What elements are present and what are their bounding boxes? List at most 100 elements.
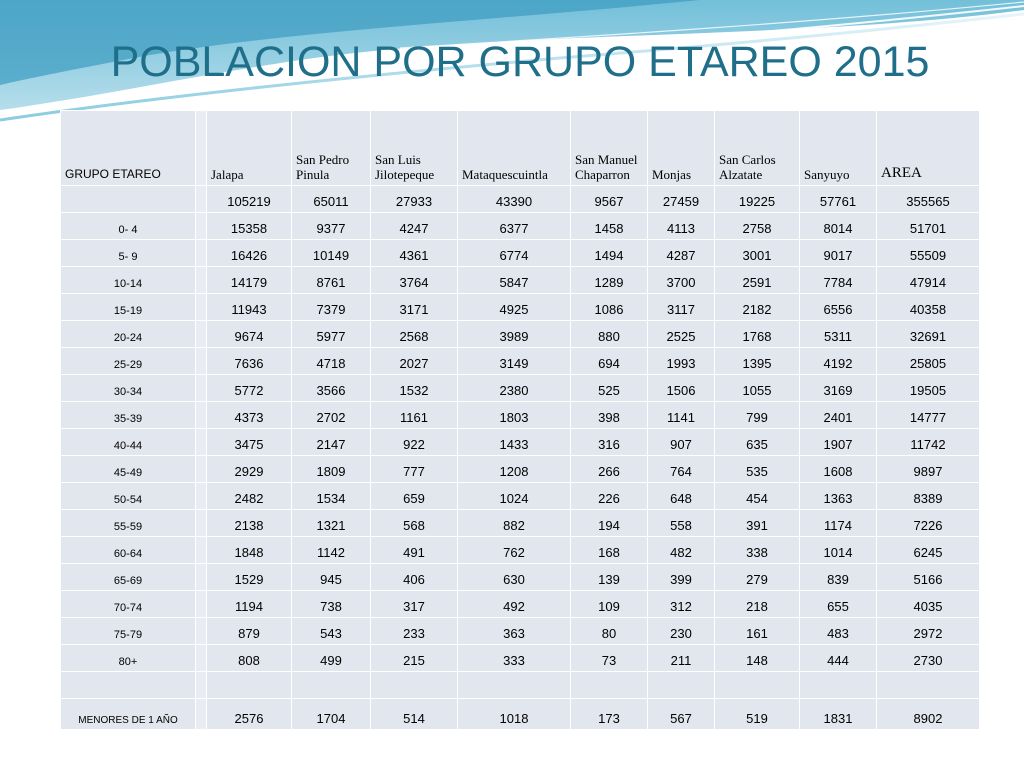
age-group-label: 55-59	[61, 510, 195, 536]
value-cell: 882	[458, 510, 570, 536]
table-row: 30-34 5772 3566 1532 2380 525 1506 1055 3169 1950…	[61, 375, 979, 401]
table-row: 35-39 4373 2702 1161 1803 398 1141 799 2401 14777	[61, 402, 979, 428]
table-row: 5- 9 16426 10149 4361 6774 1494 4287 3001 9017 55…	[61, 240, 979, 266]
value-cell: 1142	[292, 537, 370, 563]
value-cell: 2576	[207, 699, 291, 729]
column-gap	[196, 186, 206, 212]
value-cell: 2702	[292, 402, 370, 428]
value-cell: 2591	[715, 267, 799, 293]
value-cell: 799	[715, 402, 799, 428]
value-cell: 1174	[800, 510, 876, 536]
value-cell: 148	[715, 645, 799, 671]
value-cell: 391	[715, 510, 799, 536]
value-cell: 14777	[877, 402, 979, 428]
value-cell: 1055	[715, 375, 799, 401]
value-cell	[292, 672, 370, 698]
value-cell: 173	[571, 699, 647, 729]
value-cell: 1993	[648, 348, 714, 374]
value-cell: 16426	[207, 240, 291, 266]
value-cell: 499	[292, 645, 370, 671]
value-cell: 1208	[458, 456, 570, 482]
value-cell	[571, 672, 647, 698]
value-cell	[648, 672, 714, 698]
value-cell: 6774	[458, 240, 570, 266]
value-cell: 1363	[800, 483, 876, 509]
value-cell: 233	[371, 618, 457, 644]
empty-row	[61, 672, 979, 698]
value-cell: 2138	[207, 510, 291, 536]
table-row: 40-44 3475 2147 922 1433 316 907 635 1907 11742	[61, 429, 979, 455]
value-cell: 168	[571, 537, 647, 563]
table-row: 50-54 2482 1534 659 1024 226 648 454 1363 8389	[61, 483, 979, 509]
value-cell: 218	[715, 591, 799, 617]
header-mataquescuintla: Mataquescuintla	[458, 111, 570, 185]
value-cell: 398	[571, 402, 647, 428]
value-cell: 454	[715, 483, 799, 509]
value-cell: 4113	[648, 213, 714, 239]
column-gap	[196, 618, 206, 644]
value-cell: 19505	[877, 375, 979, 401]
value-cell: 4361	[371, 240, 457, 266]
value-cell: 40358	[877, 294, 979, 320]
value-cell: 880	[571, 321, 647, 347]
value-cell: 363	[458, 618, 570, 644]
value-cell: 4373	[207, 402, 291, 428]
value-cell: 4718	[292, 348, 370, 374]
value-cell: 316	[571, 429, 647, 455]
value-cell: 2182	[715, 294, 799, 320]
value-cell: 15358	[207, 213, 291, 239]
value-cell: 8014	[800, 213, 876, 239]
value-cell: 1529	[207, 564, 291, 590]
value-cell: 879	[207, 618, 291, 644]
value-cell: 444	[800, 645, 876, 671]
value-cell: 338	[715, 537, 799, 563]
value-cell: 5977	[292, 321, 370, 347]
age-group-label: 60-64	[61, 537, 195, 563]
value-cell: 1534	[292, 483, 370, 509]
value-cell: 482	[648, 537, 714, 563]
age-group-label: 65-69	[61, 564, 195, 590]
population-table-container: GRUPO ETAREO Jalapa San Pedro Pinula San…	[60, 110, 980, 730]
value-cell: 777	[371, 456, 457, 482]
age-group-label: 45-49	[61, 456, 195, 482]
value-cell: 1086	[571, 294, 647, 320]
value-cell: 1768	[715, 321, 799, 347]
value-cell: 525	[571, 375, 647, 401]
column-gap	[196, 240, 206, 266]
age-group-label: 70-74	[61, 591, 195, 617]
column-gap	[196, 294, 206, 320]
column-gap	[196, 348, 206, 374]
value-cell: 27933	[371, 186, 457, 212]
value-cell: 2568	[371, 321, 457, 347]
value-cell: 7226	[877, 510, 979, 536]
column-gap	[196, 456, 206, 482]
value-cell: 3566	[292, 375, 370, 401]
age-group-label	[61, 186, 195, 212]
header-san-luis-jilotepeque: San Luis Jilotepeque	[371, 111, 457, 185]
value-cell: 567	[648, 699, 714, 729]
age-group-label: MENORES DE 1 AÑO	[61, 699, 195, 729]
header-wave-decoration	[0, 0, 1024, 122]
value-cell: 922	[371, 429, 457, 455]
value-cell: 2525	[648, 321, 714, 347]
value-cell: 738	[292, 591, 370, 617]
value-cell: 47914	[877, 267, 979, 293]
value-cell: 11943	[207, 294, 291, 320]
value-cell: 11742	[877, 429, 979, 455]
value-cell: 1014	[800, 537, 876, 563]
value-cell: 5311	[800, 321, 876, 347]
value-cell	[800, 672, 876, 698]
column-gap	[196, 537, 206, 563]
value-cell: 648	[648, 483, 714, 509]
value-cell: 1289	[571, 267, 647, 293]
value-cell: 1433	[458, 429, 570, 455]
value-cell: 1018	[458, 699, 570, 729]
value-cell: 3475	[207, 429, 291, 455]
value-cell: 568	[371, 510, 457, 536]
value-cell: 655	[800, 591, 876, 617]
value-cell: 2929	[207, 456, 291, 482]
value-cell: 25805	[877, 348, 979, 374]
table-row: 0- 4 15358 9377 4247 6377 1458 4113 2758 8014 517…	[61, 213, 979, 239]
value-cell: 8389	[877, 483, 979, 509]
value-cell: 3149	[458, 348, 570, 374]
